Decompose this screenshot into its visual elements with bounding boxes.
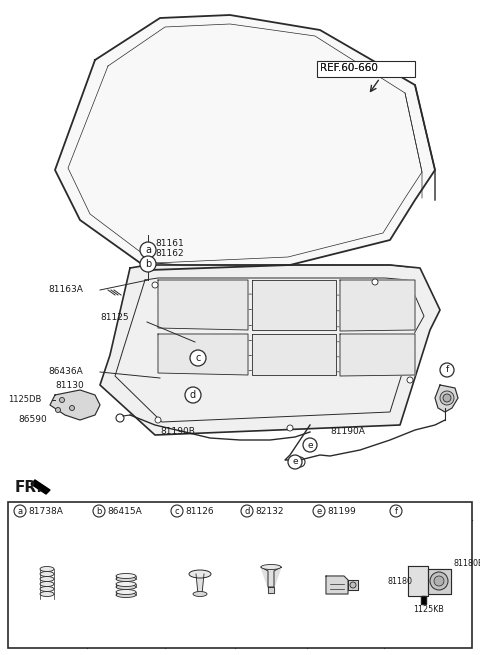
Text: f: f	[395, 506, 397, 515]
Text: e: e	[307, 441, 313, 449]
Circle shape	[241, 505, 253, 517]
Circle shape	[434, 576, 444, 586]
Text: 86415A: 86415A	[107, 506, 142, 515]
Circle shape	[140, 256, 156, 272]
Text: 86436A: 86436A	[48, 367, 83, 377]
Text: 86590: 86590	[18, 415, 47, 424]
Polygon shape	[261, 567, 281, 587]
Circle shape	[155, 417, 161, 423]
Text: c: c	[175, 506, 180, 515]
Circle shape	[287, 425, 293, 431]
Ellipse shape	[116, 590, 136, 595]
Text: e: e	[316, 506, 322, 515]
Circle shape	[14, 505, 26, 517]
Ellipse shape	[116, 574, 136, 578]
Text: a: a	[145, 245, 151, 255]
Polygon shape	[408, 566, 428, 596]
Polygon shape	[196, 574, 204, 594]
Polygon shape	[100, 265, 440, 435]
Polygon shape	[158, 280, 248, 330]
Text: 81126: 81126	[185, 506, 214, 515]
Polygon shape	[428, 569, 451, 594]
Polygon shape	[252, 334, 336, 375]
Circle shape	[440, 391, 454, 405]
Text: 1125DB: 1125DB	[8, 396, 41, 405]
Text: 81738A: 81738A	[28, 506, 63, 515]
Polygon shape	[268, 587, 274, 593]
Text: c: c	[195, 353, 201, 363]
Ellipse shape	[189, 570, 211, 578]
Circle shape	[440, 363, 454, 377]
Ellipse shape	[193, 591, 207, 597]
Ellipse shape	[40, 576, 54, 582]
Text: 82132: 82132	[255, 506, 284, 515]
Circle shape	[56, 407, 60, 413]
Circle shape	[430, 572, 448, 590]
Text: 81199: 81199	[327, 506, 356, 515]
Text: 81180: 81180	[388, 578, 413, 586]
Circle shape	[171, 505, 183, 517]
Circle shape	[70, 405, 74, 411]
Text: a: a	[17, 506, 23, 515]
FancyBboxPatch shape	[317, 61, 415, 77]
Ellipse shape	[261, 565, 281, 569]
Ellipse shape	[116, 582, 136, 586]
Text: 81161: 81161	[155, 240, 184, 248]
Circle shape	[313, 505, 325, 517]
Polygon shape	[340, 334, 415, 376]
Polygon shape	[340, 280, 415, 331]
Text: 81190B: 81190B	[160, 428, 195, 436]
Ellipse shape	[116, 576, 136, 582]
Circle shape	[93, 505, 105, 517]
Ellipse shape	[116, 593, 136, 597]
Circle shape	[152, 282, 158, 288]
Circle shape	[443, 394, 451, 402]
Circle shape	[60, 398, 64, 403]
Polygon shape	[252, 280, 336, 330]
Polygon shape	[31, 480, 50, 494]
Bar	[8, 502, 472, 648]
Circle shape	[190, 350, 206, 366]
Text: b: b	[96, 506, 102, 515]
Text: 81162: 81162	[155, 248, 184, 257]
Text: 81130: 81130	[55, 381, 84, 390]
Text: 81125: 81125	[100, 314, 129, 322]
Polygon shape	[435, 385, 458, 412]
Text: f: f	[445, 365, 449, 375]
Text: d: d	[190, 390, 196, 400]
Circle shape	[390, 505, 402, 517]
Polygon shape	[50, 390, 100, 420]
Text: 1125KB: 1125KB	[413, 605, 444, 614]
Text: FR.: FR.	[15, 481, 43, 495]
Circle shape	[407, 377, 413, 383]
Polygon shape	[348, 580, 358, 590]
Circle shape	[185, 387, 201, 403]
Circle shape	[350, 582, 356, 588]
Text: REF.60-660: REF.60-660	[320, 63, 378, 73]
Circle shape	[288, 455, 302, 469]
Polygon shape	[158, 334, 248, 375]
Polygon shape	[55, 15, 435, 270]
Ellipse shape	[40, 586, 54, 591]
Circle shape	[140, 242, 156, 258]
Ellipse shape	[40, 582, 54, 586]
Text: 81180E: 81180E	[453, 559, 480, 569]
Ellipse shape	[40, 591, 54, 597]
Text: b: b	[145, 259, 151, 269]
Circle shape	[303, 438, 317, 452]
Ellipse shape	[116, 584, 136, 590]
Text: 81190A: 81190A	[330, 428, 365, 436]
Polygon shape	[421, 596, 426, 604]
Circle shape	[372, 279, 378, 285]
Text: d: d	[244, 506, 250, 515]
Polygon shape	[326, 576, 348, 594]
Text: e: e	[292, 457, 298, 466]
Ellipse shape	[40, 567, 54, 572]
Text: REF.60-660: REF.60-660	[320, 63, 378, 73]
Text: 81163A: 81163A	[48, 286, 83, 295]
Ellipse shape	[40, 572, 54, 576]
